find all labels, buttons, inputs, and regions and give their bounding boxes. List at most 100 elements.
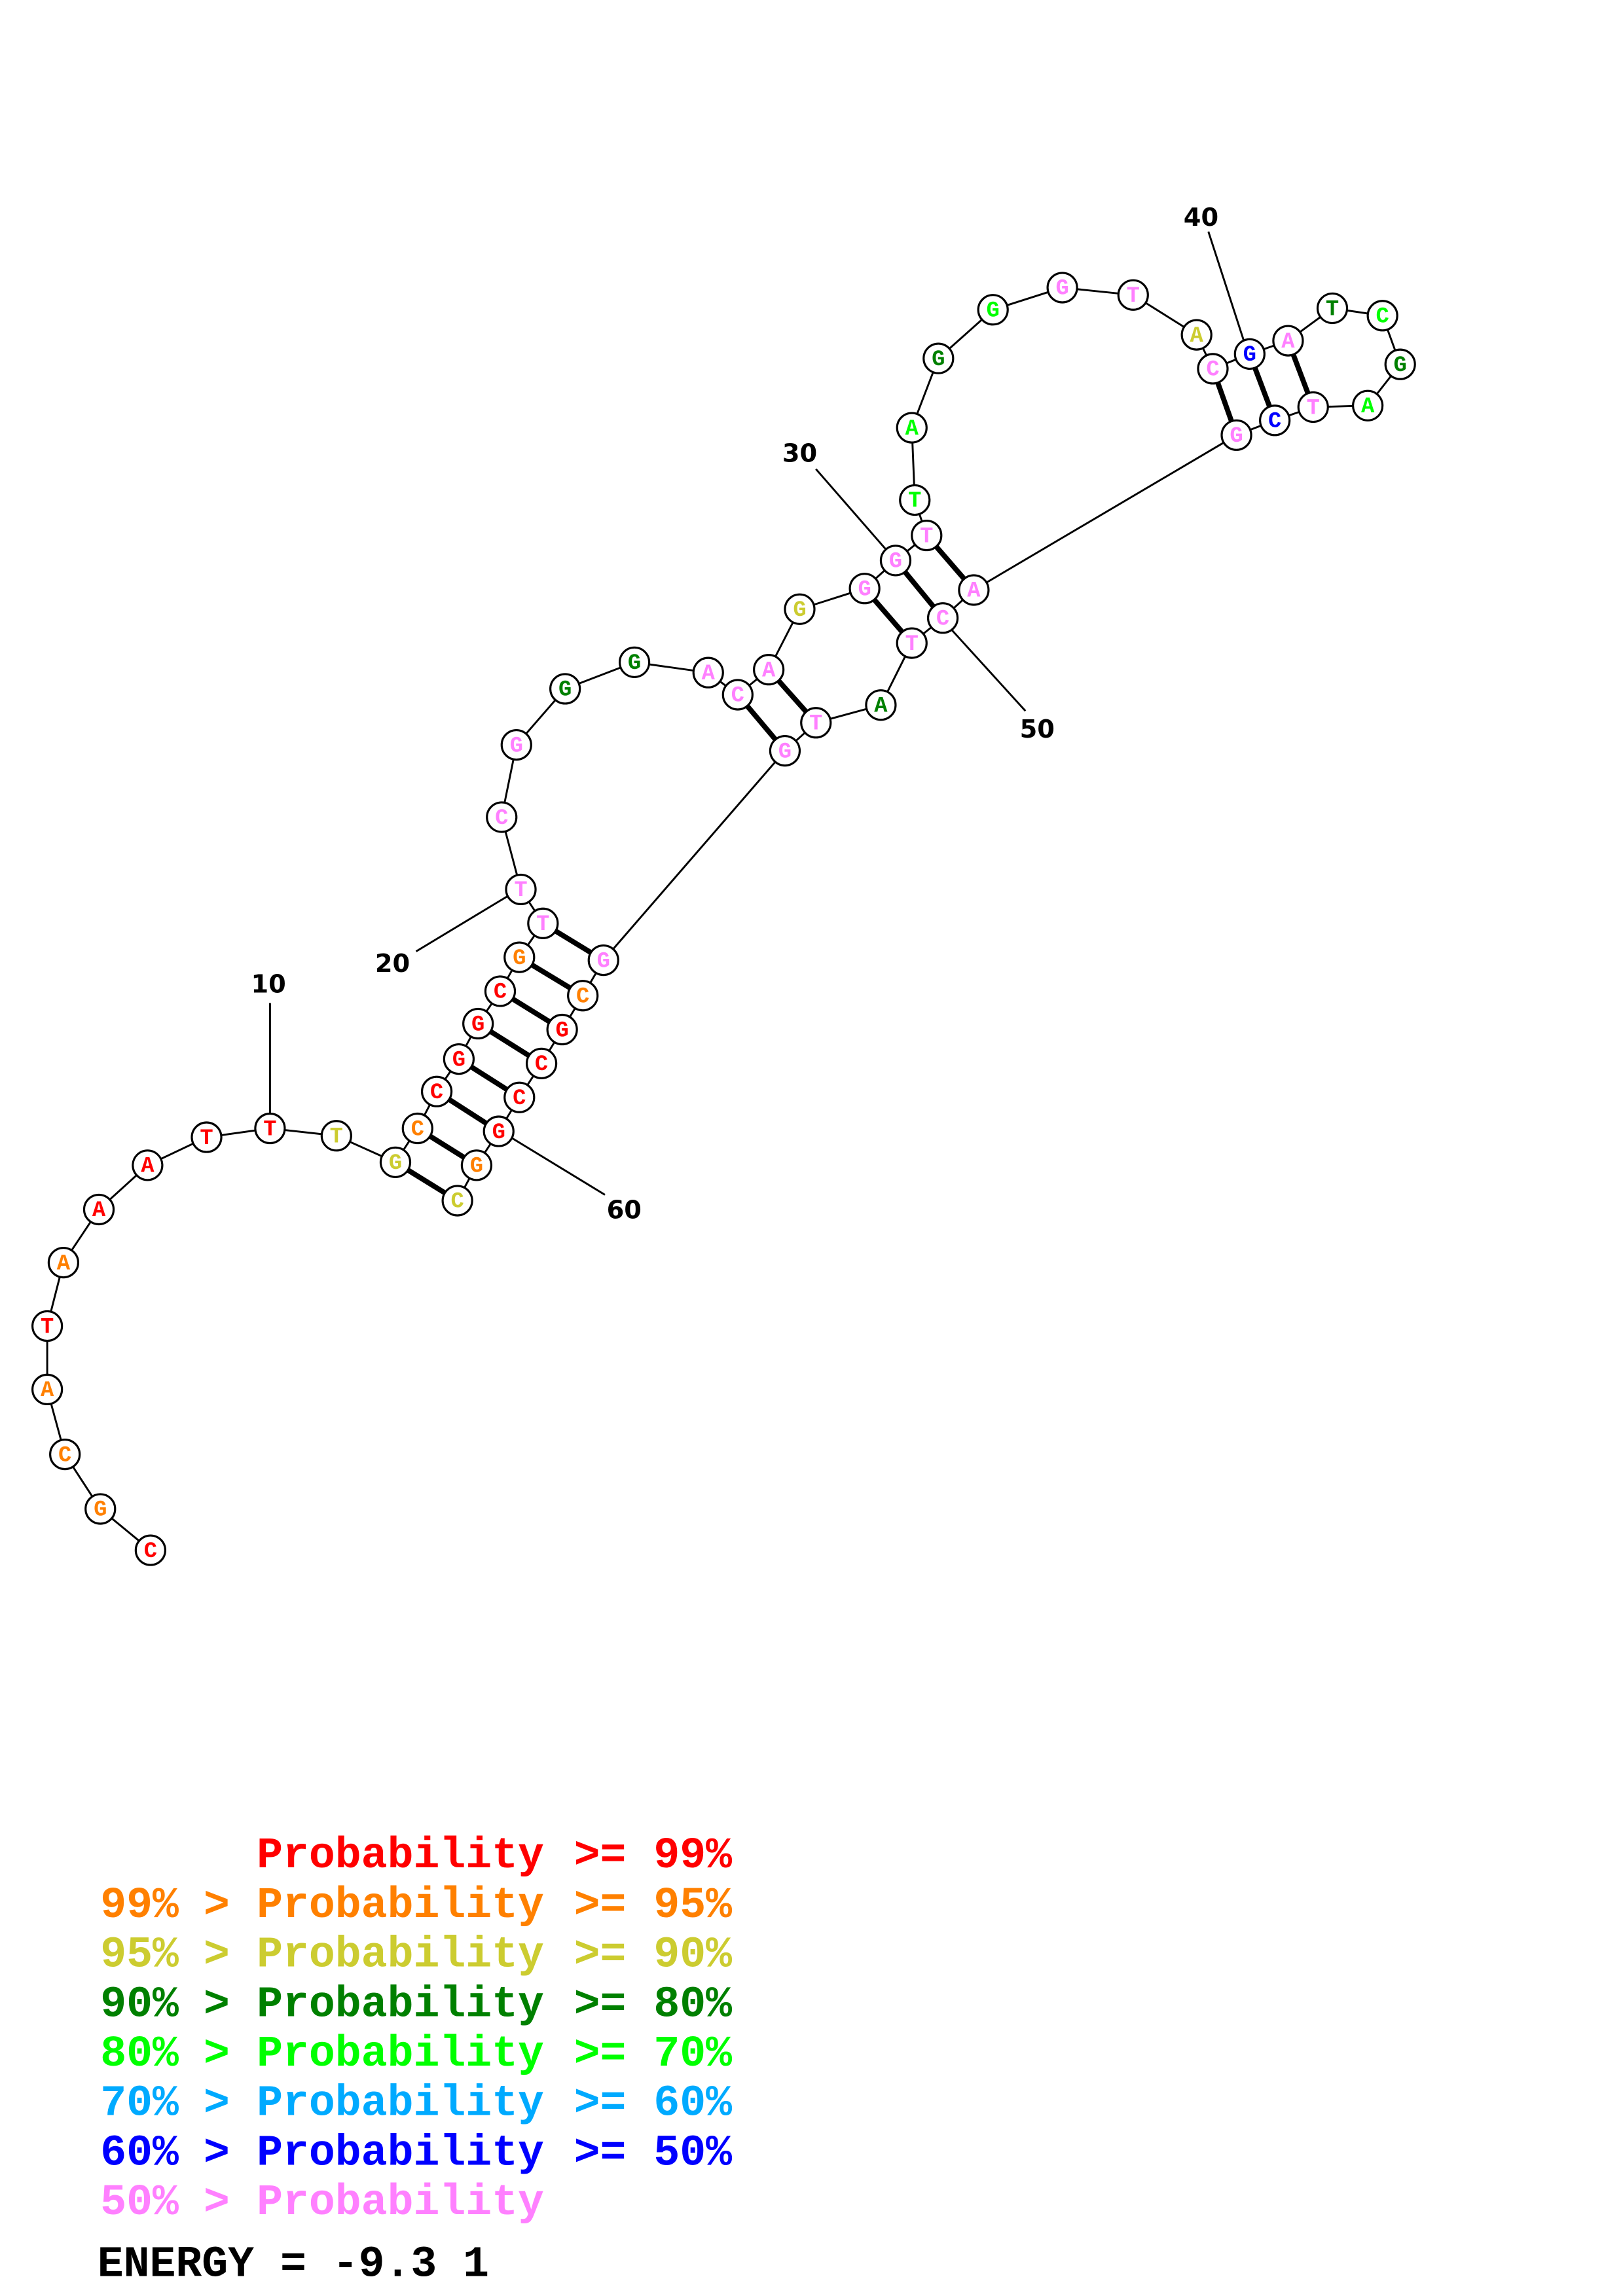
legend-left: 70% [100, 2079, 179, 2128]
legend-row: 95% > Probability >= 90% [100, 1931, 732, 1980]
nucleotide: G [587, 944, 619, 977]
nucleotide-circle [567, 980, 599, 1012]
nucleotide-letter: T [908, 489, 921, 514]
nucleotide-circle [320, 1120, 352, 1152]
nucleotide-letter: T [514, 878, 527, 903]
nucleotide-letter: C [1206, 358, 1219, 383]
legend-word: Probability [257, 2128, 544, 2178]
nucleotide-letter: T [1326, 297, 1339, 322]
legend-row: Probability >= 99% [257, 1831, 732, 1880]
nucleotide-circle [527, 907, 559, 939]
nucleotide: G [618, 646, 651, 678]
nucleotide-circle [254, 1112, 286, 1145]
legend-right: 70% [653, 2030, 732, 2079]
nucleotide: C [503, 1081, 536, 1113]
nucleotide-letter: C [1376, 305, 1389, 330]
nucleotide: A [753, 654, 785, 686]
legend-gt: > [204, 1881, 230, 1930]
nucleotide-letter: T [920, 524, 933, 549]
legend-ge: >= [574, 1931, 627, 1980]
nucleotide-circle [618, 646, 651, 678]
legend-word: Probability [257, 1931, 544, 1980]
nucleotide: A [82, 1193, 115, 1226]
nucleotide-circle [692, 656, 724, 689]
nucleotide-letter: G [793, 598, 806, 623]
nucleotide: C [49, 1438, 81, 1471]
nucleotide: A [1272, 325, 1304, 357]
legend-ge: >= [574, 2128, 627, 2178]
nucleotide-letter: G [597, 949, 610, 974]
nucleotide-letter: G [94, 1498, 107, 1523]
nucleotide: C [567, 980, 599, 1012]
legend-ge: >= [574, 1881, 627, 1930]
nucleotide-letter: G [558, 678, 572, 703]
nucleotide-circle [47, 1246, 80, 1279]
nucleotide: T [800, 707, 832, 739]
nucleotide: T [505, 873, 537, 906]
nucleotide: C [441, 1185, 473, 1217]
legend-ge: >= [574, 2030, 627, 2079]
nucleotide-letter: T [263, 1117, 276, 1142]
nucleotide-letter: A [1190, 324, 1204, 349]
backbone [46, 287, 1402, 1551]
nucleotide-circle [977, 294, 1009, 326]
nucleotide-letter: C [495, 806, 508, 831]
nucleotide: A [692, 656, 724, 689]
nucleotide-circle [1272, 325, 1304, 357]
nucleotide-letter: C [430, 1081, 443, 1105]
nucleotide-circle [379, 1146, 412, 1178]
legend-ge: >= [574, 1831, 627, 1880]
nucleotide: G [462, 1007, 494, 1040]
nucleotide-letter: C [494, 980, 507, 1005]
nucleotide-circle [1316, 292, 1349, 325]
nucleotide: G [546, 1013, 578, 1046]
legend-gt: > [204, 1980, 230, 2029]
nucleotide-letter: G [1055, 277, 1068, 302]
nucleotide: T [527, 907, 559, 939]
nucleotide: C [1259, 404, 1291, 437]
nucleotide: C [484, 975, 517, 1007]
nucleotide-circle [1197, 353, 1229, 385]
nucleotide-letter: C [58, 1443, 71, 1468]
nucleotide-letter: C [450, 1190, 464, 1215]
legend-row: 90% > Probability >= 80% [100, 1980, 732, 2029]
nucleotide: G [879, 545, 912, 577]
backbone-segment [973, 434, 1237, 591]
legend-left: 95% [100, 1931, 179, 1980]
nucleotide: A [47, 1246, 80, 1279]
nucleotide-letter: T [905, 632, 919, 657]
nucleotide: A [896, 412, 928, 444]
nucleotide-letter: A [967, 579, 981, 604]
position-label: 20 [375, 949, 410, 978]
nucleotide: G [784, 593, 816, 625]
nucleotide-circle [800, 707, 832, 739]
nucleotide: G [460, 1149, 493, 1181]
legend-gt: > [204, 2178, 230, 2227]
probability-legend: Probability >= 99% 99% > Probability >= 95% 95% >… [100, 1831, 732, 2227]
position-label: 40 [1184, 203, 1218, 232]
nucleotide-letter: C [411, 1117, 424, 1142]
nucleotide-circle [191, 1121, 223, 1153]
legend-gt: > [204, 2079, 230, 2128]
nucleotide: C [525, 1047, 558, 1079]
legend-left: 80% [100, 2030, 179, 2079]
legend-word: Probability [257, 1831, 544, 1880]
legend-right: 80% [653, 1980, 732, 2029]
nucleotide-letter: T [1307, 396, 1320, 421]
nucleotide-circle [31, 1310, 64, 1342]
legend-word: Probability [257, 1980, 544, 2029]
nucleotide-circle [896, 627, 928, 659]
nucleotide: G [922, 342, 955, 374]
nucleotide-letter: G [932, 348, 945, 372]
nucleotide-circle [769, 734, 801, 767]
nucleotide-letter: A [57, 1251, 71, 1276]
nucleotide-letter: G [452, 1048, 465, 1073]
nucleotide: C [134, 1534, 166, 1566]
nucleotide: T [1117, 279, 1149, 311]
nucleotide: C [721, 679, 754, 711]
legend-gt: > [204, 2030, 230, 2079]
nucleotide-letter: A [1361, 395, 1375, 420]
nucleotide-letter: C [1268, 410, 1281, 435]
legend-word: Probability [257, 2030, 544, 2079]
